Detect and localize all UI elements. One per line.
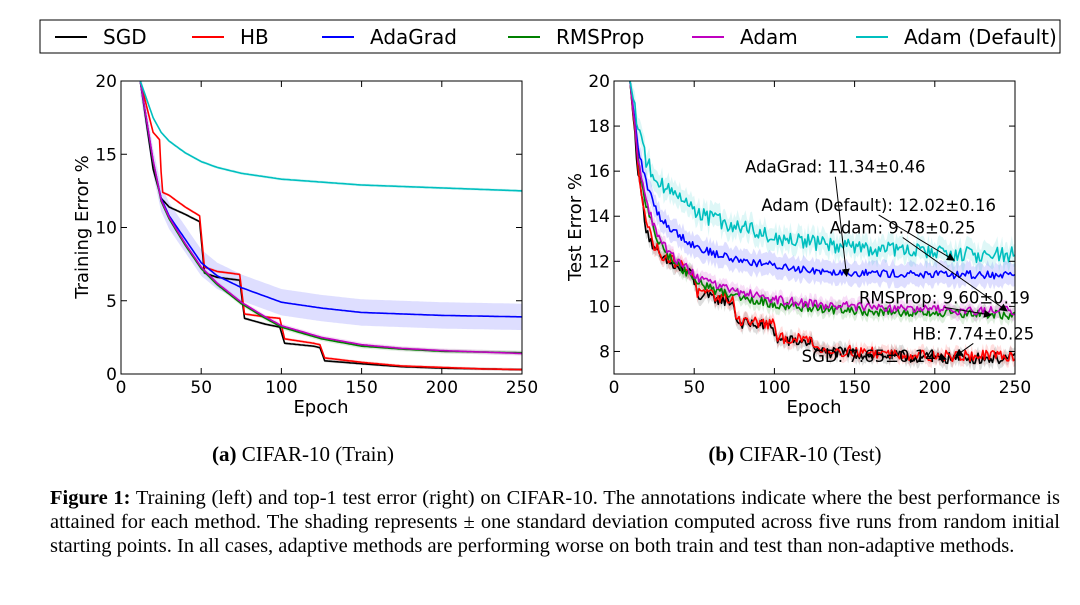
annotation-hb: HB: 7.74±0.25 bbox=[912, 324, 1034, 343]
subcaption-train: (a) CIFAR-10 (Train) bbox=[212, 442, 394, 466]
y-tick-label-test: 14 bbox=[588, 207, 610, 227]
std-band-adagrad-train bbox=[140, 81, 522, 330]
caption-text: Training (left) and top-1 test error (ri… bbox=[50, 487, 1060, 557]
caption-label: Figure 1: bbox=[50, 487, 131, 509]
annotation-arrow-adam-default bbox=[878, 214, 955, 261]
series-line-sgd-test bbox=[629, 81, 1015, 365]
x-tick-label-test: 100 bbox=[758, 378, 790, 398]
annotation-rmsprop: RMSProp: 9.60±0.19 bbox=[859, 288, 1030, 307]
series-line-adam-test bbox=[629, 81, 1015, 316]
legend-label-hb: HB bbox=[240, 25, 269, 49]
series-line-adam-train bbox=[139, 81, 522, 355]
figure-caption: Figure 1: Training (left) and top-1 test… bbox=[50, 486, 1060, 558]
x-tick-label-train: 100 bbox=[265, 378, 297, 398]
series-line-adam-default-train bbox=[139, 81, 522, 192]
legend: SGD HB AdaGrad RMSProp Adam Adam (Default) bbox=[39, 19, 1061, 54]
x-tick-label-test: 250 bbox=[999, 378, 1031, 398]
x-axis-label-test: Epoch bbox=[786, 397, 841, 418]
annotation-arrow-rmsprop bbox=[944, 306, 992, 318]
y-tick-label-test: 8 bbox=[599, 342, 610, 362]
subcaption-test-label: (b) bbox=[708, 442, 734, 466]
y-tick-label-test: 10 bbox=[588, 297, 610, 317]
y-tick-label-test: 18 bbox=[588, 117, 610, 137]
y-tick-label-train: 20 bbox=[95, 72, 117, 92]
y-tick-label-test: 12 bbox=[588, 252, 610, 272]
subcaption-test: (b) CIFAR-10 (Test) bbox=[708, 442, 881, 466]
annotation-adam-default: Adam (Default): 12.02±0.16 bbox=[761, 196, 996, 215]
std-band-adam-default-train bbox=[140, 81, 522, 193]
plot-frame-test bbox=[613, 80, 1016, 375]
annotation-arrow-hb bbox=[954, 343, 974, 357]
annotation-sgd: SGD: 7.65±0.14 bbox=[802, 347, 936, 366]
y-tick-label-train: 15 bbox=[95, 145, 117, 165]
y-tick-label-train: 5 bbox=[106, 292, 117, 312]
subcaption-train-text: CIFAR-10 (Train) bbox=[242, 442, 394, 466]
annotation-adagrad: AdaGrad: 11.34±0.46 bbox=[745, 158, 925, 177]
series-line-adagrad-test bbox=[629, 81, 1015, 280]
annotation-arrow-sgd bbox=[937, 352, 947, 361]
y-tick-label-train: 0 bbox=[106, 365, 117, 385]
legend-label-rmsprop: RMSProp bbox=[556, 25, 644, 49]
x-tick-label-test: 200 bbox=[919, 378, 951, 398]
legend-label-sgd: SGD bbox=[103, 25, 147, 49]
series-line-hb-train bbox=[139, 81, 522, 371]
x-tick-label-train: 250 bbox=[506, 378, 538, 398]
chart-train: 0 50 100 150 200 250 0 5 10 15 20 Epoch Training … bbox=[72, 72, 538, 418]
series-line-adagrad-train bbox=[139, 81, 522, 318]
annotation-adam: Adam: 9.78±0.25 bbox=[830, 219, 976, 238]
x-tick-label-test: 50 bbox=[683, 378, 705, 398]
subcaption-train-label: (a) bbox=[212, 442, 237, 466]
x-tick-label-train: 150 bbox=[345, 378, 377, 398]
x-tick-label-test: 0 bbox=[609, 378, 620, 398]
x-tick-label-train: 0 bbox=[116, 378, 127, 398]
legend-label-adam-default: Adam (Default) bbox=[904, 25, 1057, 49]
y-tick-label-train: 10 bbox=[95, 219, 117, 239]
y-tick-label-test: 20 bbox=[588, 72, 610, 92]
y-axis-label-test: Test Error % bbox=[565, 173, 586, 282]
x-tick-label-train: 50 bbox=[190, 378, 212, 398]
std-band-adagrad-test bbox=[630, 81, 1015, 290]
chart-test: 0 50 100 150 200 250 8 10 12 14 16 18 20 AdaGrad: 1… bbox=[565, 72, 1034, 418]
x-axis-label-train: Epoch bbox=[293, 397, 348, 418]
legend-label-adam: Adam bbox=[740, 25, 798, 49]
legend-label-adagrad: AdaGrad bbox=[370, 25, 457, 49]
annotation-arrow-adagrad bbox=[834, 176, 850, 277]
x-tick-label-train: 200 bbox=[426, 378, 458, 398]
x-tick-label-test: 150 bbox=[838, 378, 870, 398]
subcaption-test-text: CIFAR-10 (Test) bbox=[739, 442, 881, 466]
y-tick-label-test: 16 bbox=[588, 162, 610, 182]
series-line-adam-default-test bbox=[629, 81, 1015, 264]
y-axis-label-train: Training Error % bbox=[72, 155, 93, 299]
annotation-arrow-adam bbox=[902, 237, 1008, 312]
